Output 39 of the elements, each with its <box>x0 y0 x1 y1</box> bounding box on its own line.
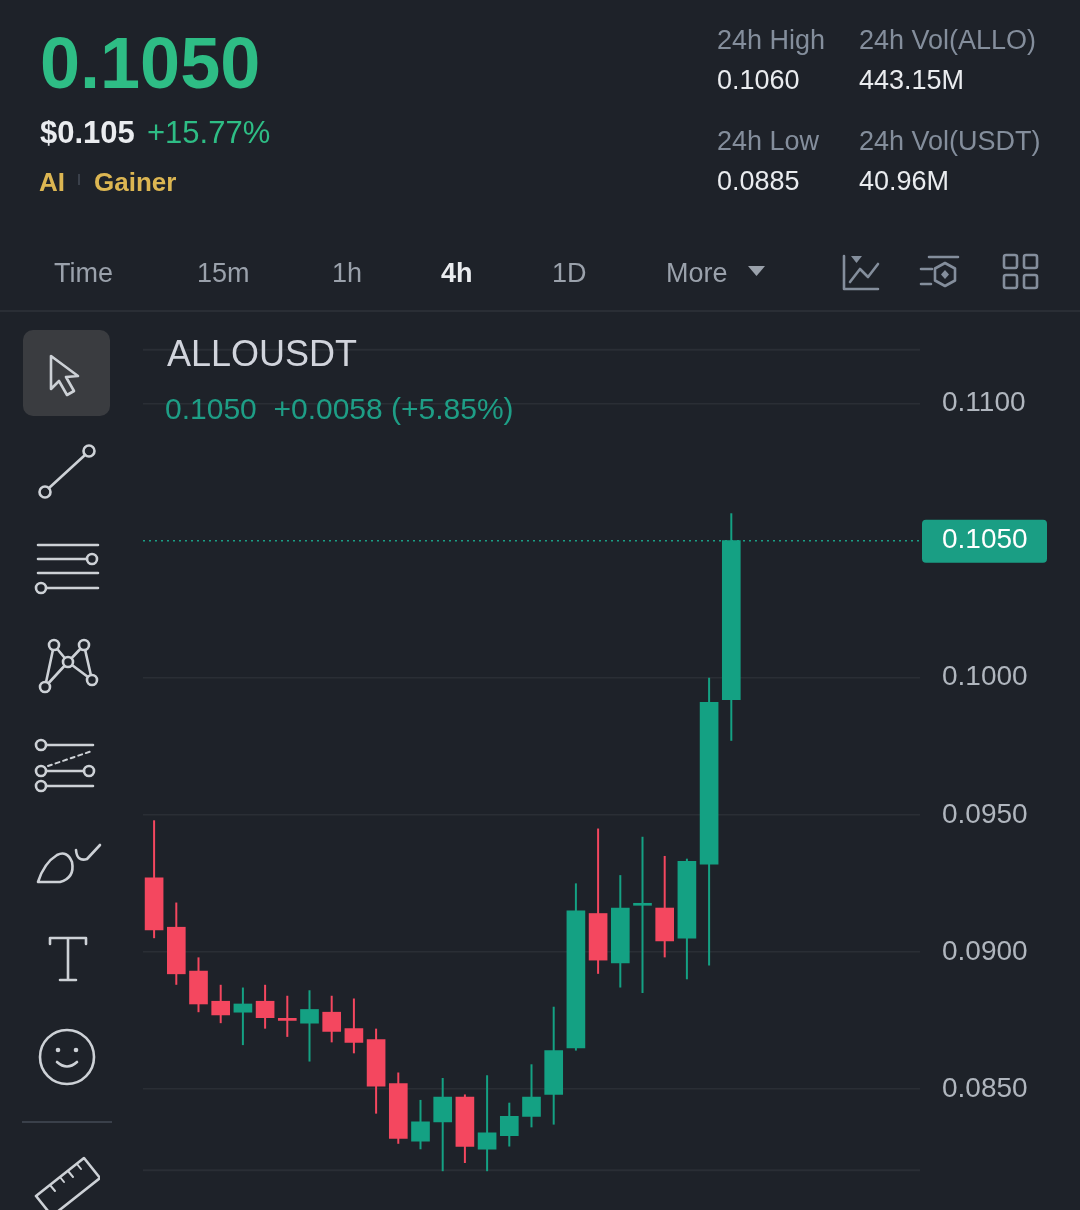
text: 15m <box>197 258 250 289</box>
text: AI <box>39 166 65 197</box>
text: 1D <box>552 258 587 289</box>
text: 0.1060 <box>717 65 800 96</box>
text: 24h Low <box>717 126 820 157</box>
y-tick-label: 0.1000 <box>942 660 1028 692</box>
candlestick <box>300 989 319 1063</box>
candlestick <box>411 1098 430 1151</box>
text: Time <box>54 258 113 289</box>
candlestick <box>322 994 342 1044</box>
y-tick-label: 0.0850 <box>942 1071 1028 1103</box>
text: Gainer <box>94 166 177 197</box>
candlestick <box>499 1101 519 1148</box>
text: 0.1050 +0.0058 (+5.85%) <box>165 391 514 425</box>
text: 0.0885 <box>717 166 800 197</box>
candlestick <box>233 986 253 1047</box>
y-tick-label: 0.1100 <box>942 386 1026 418</box>
candlestick <box>633 835 652 995</box>
y-tick-label: 0.0900 <box>942 934 1028 966</box>
text: $0.105 <box>40 114 135 150</box>
candlestick <box>255 983 275 1030</box>
candlestick <box>477 1074 497 1173</box>
text: 40.96M <box>859 166 950 197</box>
y-tick-label: 0.0950 <box>942 797 1028 829</box>
candlestick <box>277 994 297 1038</box>
candlestick <box>211 983 231 1025</box>
candlestick <box>344 997 364 1055</box>
ref-line-label: 0.1050 <box>942 523 1028 555</box>
text: 4h <box>441 258 473 289</box>
candlestick <box>522 1063 541 1129</box>
text: 1h <box>332 258 363 289</box>
text: More <box>666 258 728 289</box>
text: 0.1050 <box>40 23 261 104</box>
text: 24h Vol(USDT) <box>859 126 1041 157</box>
text: +15.77% <box>147 114 271 150</box>
text: 443.15M <box>859 65 965 96</box>
text: 24h High <box>717 25 826 56</box>
text: 24h Vol(ALLO) <box>859 25 1037 56</box>
chart-title: ALLOUSDT <box>167 332 358 374</box>
